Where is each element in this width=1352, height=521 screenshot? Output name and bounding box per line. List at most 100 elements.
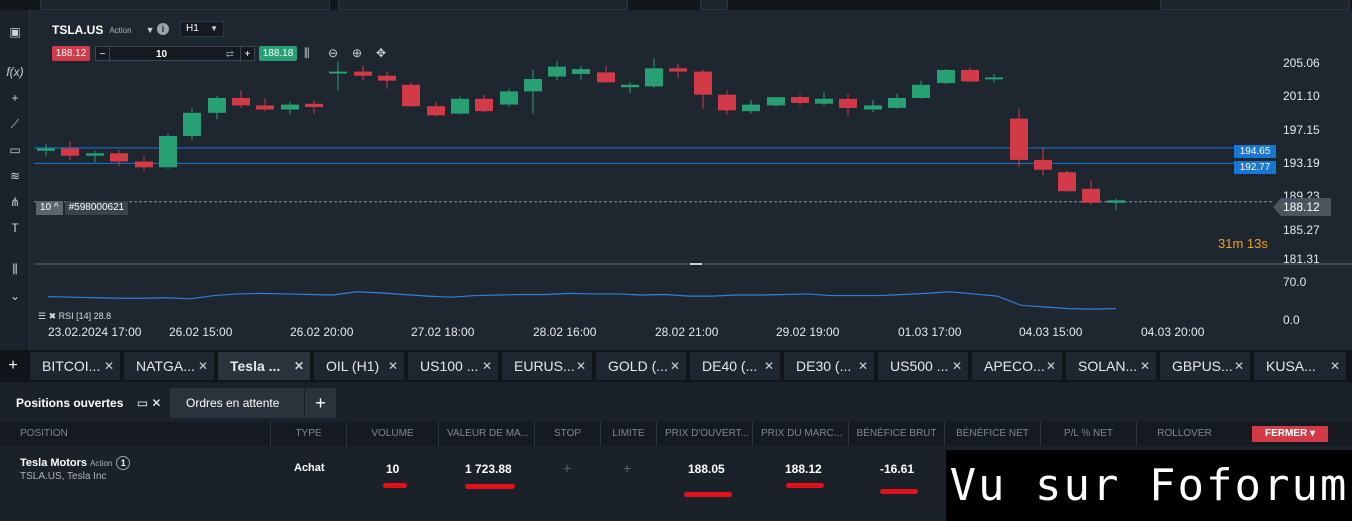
close-icon[interactable]: ✕: [1139, 359, 1150, 373]
close-icon[interactable]: ✕: [763, 359, 774, 373]
add-limit-button[interactable]: +: [623, 460, 632, 476]
add-panel-button[interactable]: +: [304, 388, 336, 418]
column-header[interactable]: P/L % NET: [1040, 422, 1136, 446]
candle-body: [475, 98, 493, 112]
time-tick: 26.02 15:00: [169, 325, 233, 339]
timeframe-value: H1: [186, 23, 199, 34]
close-icon[interactable]: ✕: [1329, 359, 1340, 373]
zoom-in-icon[interactable]: ⊕: [352, 46, 363, 60]
column-header[interactable]: BÉNÉFICE BRUT: [848, 422, 944, 446]
chart-type-icon[interactable]: ⫼: [304, 46, 310, 60]
tab-eurusd[interactable]: EURUS... ✕: [502, 352, 592, 380]
column-header[interactable]: LIMITE: [600, 422, 656, 446]
position-tag[interactable]: 10 ^ #598000621: [36, 201, 129, 215]
minus-button[interactable]: −: [96, 47, 110, 62]
hline-tag[interactable]: 194.65: [1234, 145, 1276, 158]
candle-body: [815, 98, 833, 104]
tab-apecoin[interactable]: APECO... ✕: [972, 352, 1062, 380]
caret-down-icon[interactable]: ▼: [145, 25, 155, 35]
column-header[interactable]: PRIX DU MARC...: [752, 422, 848, 446]
column-header[interactable]: POSITION: [20, 428, 68, 439]
column-header[interactable]: STOP: [534, 422, 600, 446]
time-tick: 29.02 19:00: [776, 325, 840, 339]
close-icon[interactable]: ✕: [575, 359, 586, 373]
volume-stepper[interactable]: − 10 ⇄ +: [95, 46, 255, 62]
tab-label: DE30 (...: [796, 358, 852, 374]
plus-button[interactable]: +: [240, 47, 254, 62]
close-icon[interactable]: ✕: [951, 359, 962, 373]
fibonacci-icon[interactable]: ≋: [9, 169, 21, 183]
indicators-icon[interactable]: ⫼: [12, 261, 18, 276]
tab-gbpusd[interactable]: GBPUS... ✕: [1160, 352, 1250, 380]
tab-de40[interactable]: DE40 (... ✕: [690, 352, 780, 380]
tab-natgas[interactable]: NATGA... ✕: [124, 352, 214, 380]
tab-open-positions[interactable]: Positions ouvertes ▭ ✕: [0, 388, 170, 418]
candle-body: [183, 112, 201, 136]
column-header[interactable]: PRIX D'OUVERT...: [656, 422, 752, 446]
info-icon[interactable]: i: [157, 23, 169, 35]
candle-body: [1058, 172, 1076, 192]
tab-gold[interactable]: GOLD (... ✕: [596, 352, 686, 380]
crosshair-icon[interactable]: +: [11, 91, 19, 105]
close-icon[interactable]: ✕: [1233, 359, 1244, 373]
text-icon[interactable]: T: [11, 221, 19, 235]
zoom-out-icon[interactable]: ⊖: [328, 46, 339, 60]
candlestick-chart[interactable]: [30, 10, 1352, 350]
rsi-label[interactable]: ☰ ✖ RSI [14] 28.8: [38, 311, 112, 321]
tab-us500[interactable]: US500 ... ✕: [878, 352, 968, 380]
cell-market-price: 188.12: [785, 462, 822, 476]
rsi-tick: 0.0: [1283, 313, 1300, 327]
price-tick: 197.15: [1283, 123, 1320, 137]
column-header[interactable]: BÉNÉFICE NET: [944, 422, 1040, 446]
buy-button[interactable]: 188.18: [259, 46, 297, 61]
pitchfork-icon[interactable]: ⋔: [9, 195, 21, 209]
add-tab-button[interactable]: +: [8, 357, 18, 374]
candle-body: [427, 106, 445, 116]
tab-tesla[interactable]: Tesla ... ✕: [218, 352, 310, 380]
candle-body: [135, 161, 153, 168]
popout-icon[interactable]: ▭ ✕: [136, 396, 162, 410]
chevron-down-icon[interactable]: ⌄: [9, 289, 21, 303]
chart-area[interactable]: [30, 10, 1352, 350]
tab-de30[interactable]: DE30 (... ✕: [784, 352, 874, 380]
swap-icon[interactable]: ⇄: [225, 49, 234, 60]
candle-body: [742, 104, 760, 112]
rectangle-icon[interactable]: ▭: [9, 143, 21, 157]
layout-icon[interactable]: ▣: [9, 25, 21, 39]
timeframe-select[interactable]: H1 ▼: [180, 21, 224, 37]
candle-body: [61, 148, 79, 156]
add-stop-button[interactable]: +: [563, 460, 572, 476]
close-icon[interactable]: ✕: [669, 359, 680, 373]
symbol-header[interactable]: TSLA.US Action ▼: [52, 22, 155, 38]
tab-solana[interactable]: SOLAN... ✕: [1066, 352, 1156, 380]
move-icon[interactable]: ✥: [376, 46, 387, 60]
function-icon[interactable]: f(x): [6, 65, 24, 79]
tab-oil[interactable]: OIL (H1) ✕: [314, 352, 404, 380]
close-icon[interactable]: ✕: [103, 359, 114, 373]
tab-us100[interactable]: US100 ... ✕: [408, 352, 498, 380]
tab-kusa[interactable]: KUSA... ✕: [1254, 352, 1346, 380]
column-header[interactable]: VOLUME: [346, 422, 438, 446]
tab-bitcoin[interactable]: BITCOI... ✕: [30, 352, 120, 380]
close-all-button[interactable]: FERMER ▾: [1252, 426, 1328, 442]
tab-pending-orders[interactable]: Ordres en attente: [170, 388, 304, 418]
table-row[interactable]: Tesla Motors Action 1 TSLA.US, Tesla Inc A…: [0, 446, 1352, 496]
column-header[interactable]: VALEUR DE MA...: [438, 422, 534, 446]
close-icon[interactable]: ✕: [857, 359, 868, 373]
close-icon[interactable]: ✕: [197, 359, 208, 373]
trendline-icon[interactable]: ⟋: [10, 116, 20, 131]
position-name[interactable]: Tesla Motors Action 1: [20, 456, 131, 470]
instrument-tabs: + BITCOI... ✕ NATGA... ✕ Tesla ... ✕ OIL (H…: [0, 350, 1352, 382]
column-header[interactable]: TYPE: [270, 422, 346, 446]
tab-label: BITCOI...: [42, 358, 101, 374]
candle-body: [208, 97, 226, 113]
close-icon[interactable]: ✕: [293, 359, 304, 373]
candle-body: [1082, 188, 1100, 203]
close-icon[interactable]: ✕: [387, 359, 398, 373]
close-icon[interactable]: ✕: [481, 359, 492, 373]
volume-value[interactable]: 10: [156, 49, 168, 60]
sell-button[interactable]: 188.12: [52, 46, 90, 61]
close-icon[interactable]: ✕: [1045, 359, 1056, 373]
hline-tag[interactable]: 192.77: [1234, 161, 1276, 174]
column-header[interactable]: ROLLOVER: [1136, 422, 1232, 446]
